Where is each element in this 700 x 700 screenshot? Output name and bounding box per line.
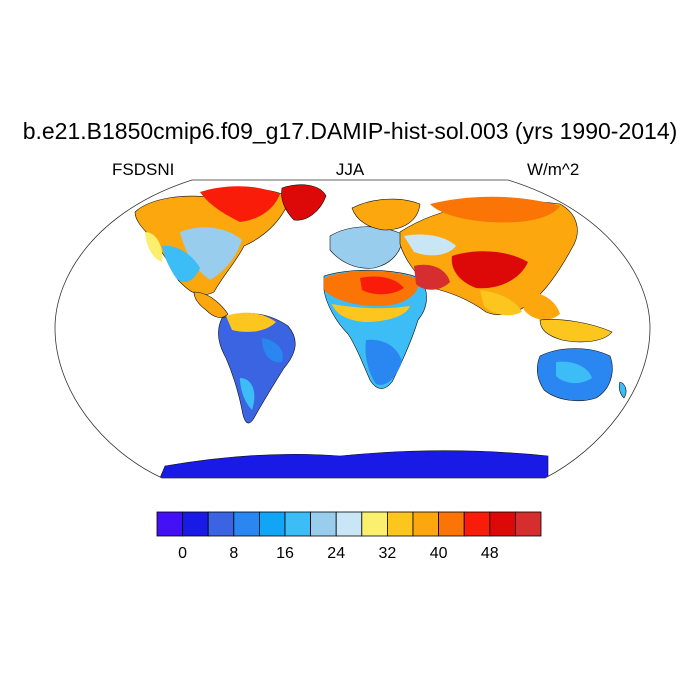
asia-south-warm: [480, 290, 522, 316]
europe-region: [329, 226, 403, 269]
colorbar: 0 8 16 24 32 40 48: [156, 511, 542, 562]
colorbar-tick-label: 48: [481, 545, 499, 562]
colorbar-swatch: [207, 511, 235, 537]
colorbar-tick-label: 0: [178, 545, 187, 562]
greenland-region: [281, 184, 327, 221]
variable-label: FSDSNI: [112, 160, 175, 179]
colorbar-swatch: [258, 511, 286, 537]
colorbar-tick-label: 16: [276, 545, 294, 562]
north-america-northeast-cool: [180, 227, 242, 280]
colorbar-tick-label: 8: [229, 545, 238, 562]
asia-siberia-hot: [430, 196, 560, 223]
africa-south-blue: [365, 339, 402, 385]
europe-north-warm: [351, 198, 421, 231]
north-america-west-warm: [145, 232, 163, 262]
colorbar-swatch: [182, 511, 209, 537]
south-america-central-light: [262, 338, 283, 363]
colorbar-swatch: [361, 511, 388, 537]
central-america-region: [193, 291, 229, 318]
colorbar-tick-label: 24: [327, 545, 345, 562]
asia-central-cool: [404, 234, 456, 256]
australia-central-light: [556, 361, 592, 384]
africa-sahel-warm: [332, 304, 410, 322]
map-boundary: [54, 179, 651, 479]
season-label: JJA: [335, 160, 365, 179]
north-america-canada-hot: [200, 186, 280, 222]
colorbar-swatch: [233, 511, 260, 537]
africa-sahara-core: [360, 276, 404, 295]
units-label: W/m^2: [527, 160, 580, 179]
south-america-region: [218, 313, 296, 424]
colorbar-tick-label: 40: [430, 545, 448, 562]
colorbar-swatch: [412, 511, 440, 537]
colorbar-swatch: [463, 511, 491, 537]
colorbar-tick-label: 32: [379, 545, 397, 562]
asia-southeast-warm: [522, 291, 560, 320]
colorbar-swatch: [489, 511, 516, 537]
antarctica-region: [159, 450, 549, 478]
land-fields: [134, 184, 627, 478]
north-america-central-blue: [162, 245, 200, 283]
colorbar-swatch: [386, 511, 414, 537]
colorbar-swatch: [515, 511, 542, 537]
asia-middle-east-hot: [414, 264, 450, 290]
new-zealand-region: [618, 381, 627, 399]
colorbar-swatch: [310, 511, 337, 537]
colorbar-swatch: [284, 511, 312, 537]
asia-tibet-hot: [451, 251, 528, 289]
colorbar-swatch: [156, 511, 184, 537]
colorbar-swatch: [335, 511, 363, 537]
maritime-continent-region: [539, 319, 613, 343]
map-title: b.e21.B1850cmip6.f09_g17.DAMIP-hist-sol.…: [22, 118, 678, 144]
south-america-north-warm: [226, 312, 276, 332]
south-america-south-light: [240, 378, 255, 410]
colorbar-swatch: [438, 511, 465, 537]
